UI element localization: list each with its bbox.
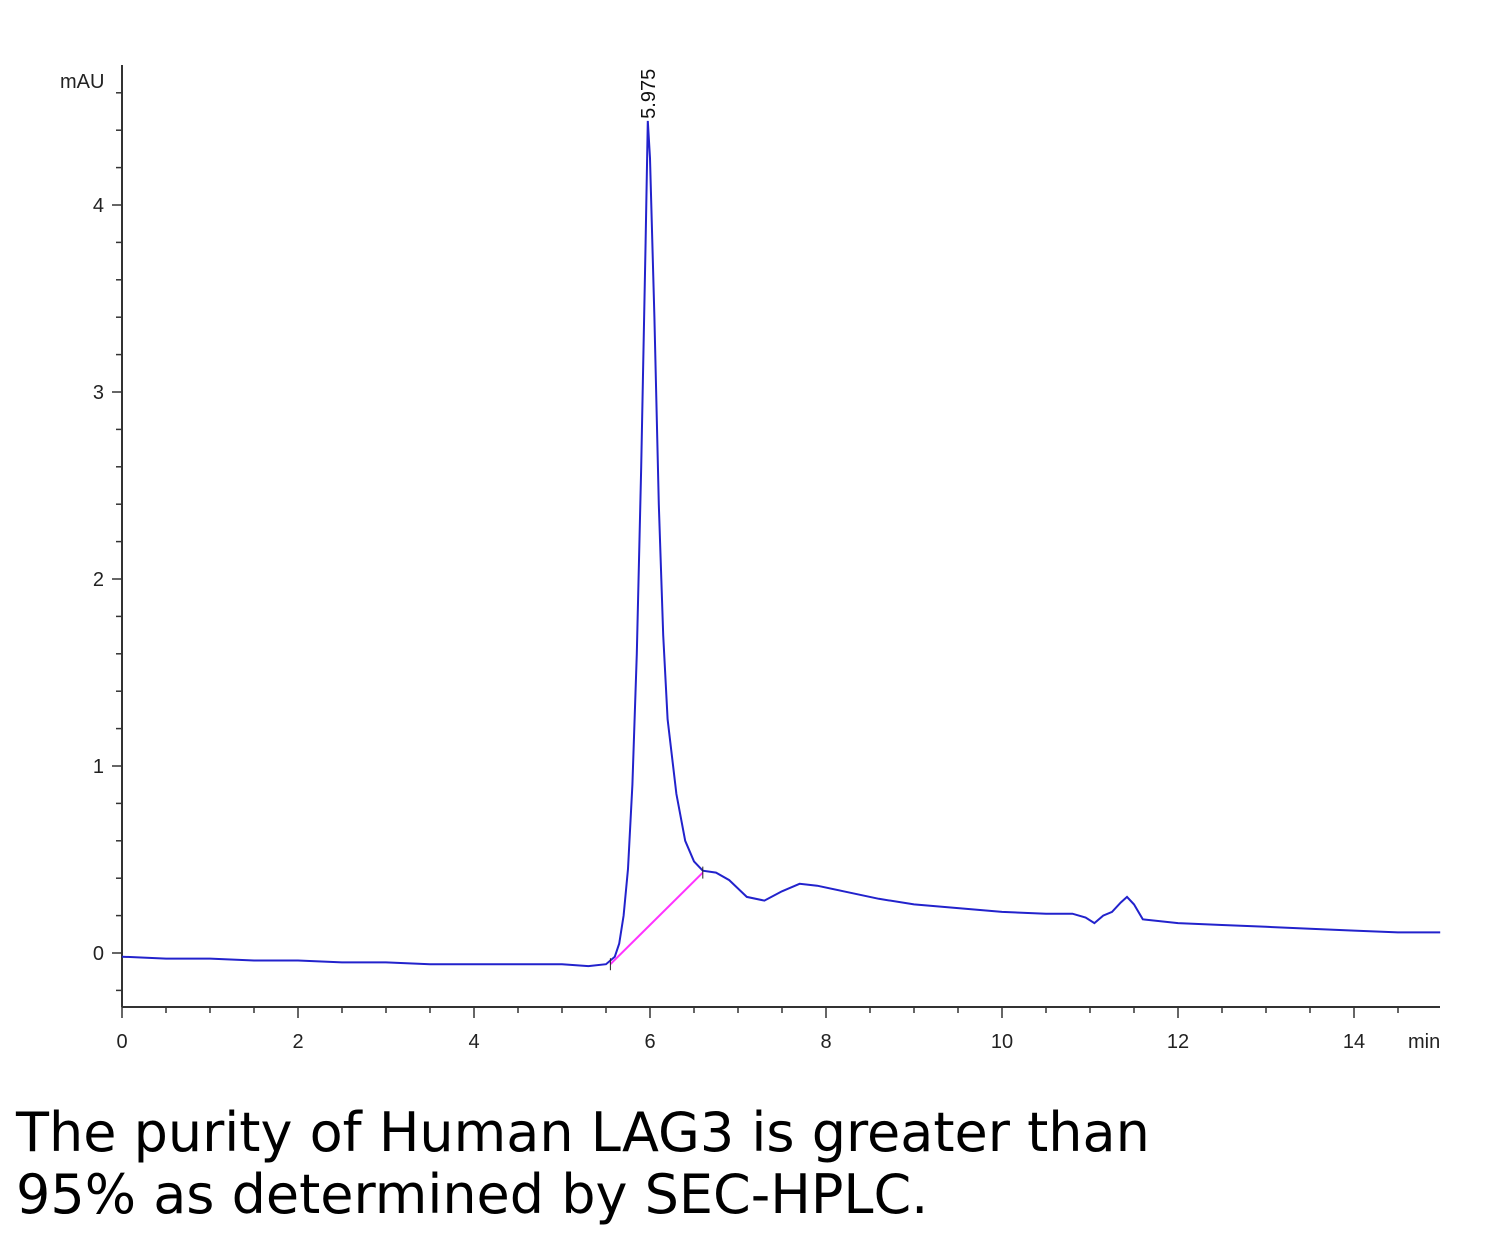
x-axis-unit: min xyxy=(1408,1031,1440,1053)
y-tick-label: 0 xyxy=(93,943,104,965)
x-tick-label: 2 xyxy=(292,1031,303,1053)
y-tick-label: 2 xyxy=(93,569,104,591)
x-tick-label: 12 xyxy=(1167,1031,1189,1053)
peak-retention-label: 5.975 xyxy=(638,69,660,119)
y-axis-unit: mAU xyxy=(60,71,104,93)
y-ticks: 0 1 2 3 4 xyxy=(93,92,122,992)
x-tick-label: 4 xyxy=(468,1031,479,1053)
y-tick-label: 4 xyxy=(93,195,104,217)
x-tick-label: 8 xyxy=(820,1031,831,1053)
x-tick-label: 0 xyxy=(116,1031,127,1053)
integration-baseline xyxy=(609,871,704,965)
y-tick-label: 3 xyxy=(93,382,104,404)
y-tick-label: 1 xyxy=(93,756,104,778)
x-tick-label: 14 xyxy=(1343,1031,1365,1053)
caption-line-2: 95% as determined by SEC-HPLC. xyxy=(16,1163,929,1226)
x-tick-label: 10 xyxy=(991,1031,1013,1053)
x-tick-label: 6 xyxy=(644,1031,655,1053)
chromatogram-trace xyxy=(121,120,1441,968)
caption: The purity of Human LAG3 is greater than… xyxy=(16,1102,1476,1226)
x-ticks: 0 2 4 6 8 10 12 14 xyxy=(116,1007,1399,1053)
caption-line-1: The purity of Human LAG3 is greater than xyxy=(16,1101,1150,1164)
peak-annotations: 5.975 xyxy=(609,69,704,971)
